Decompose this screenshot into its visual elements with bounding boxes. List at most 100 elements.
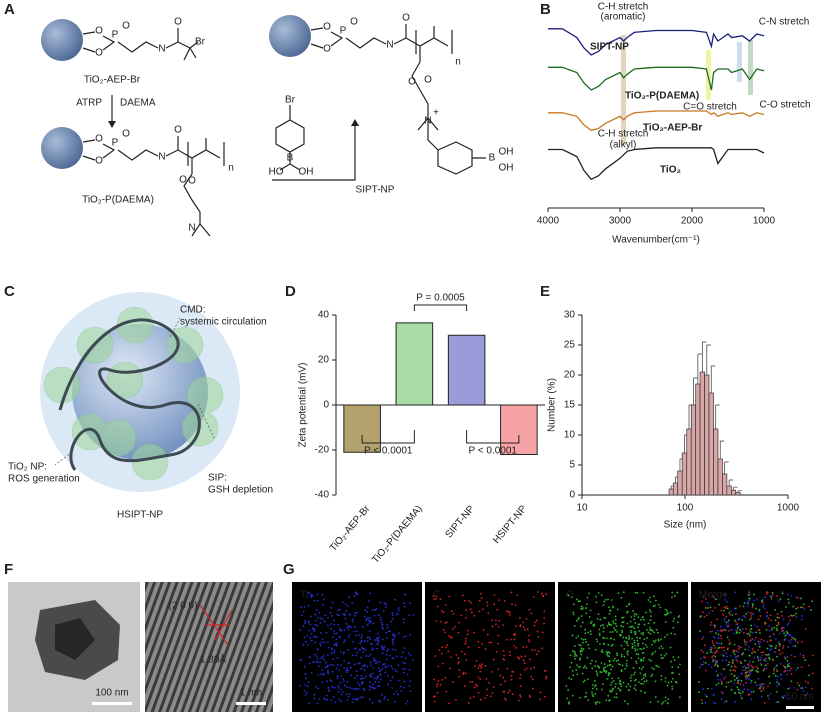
eds-dot [318, 665, 320, 668]
eds-dot [366, 606, 369, 609]
atom-label: B [287, 153, 294, 164]
eds-dot [343, 641, 345, 643]
eds-dot [720, 642, 723, 645]
eds-dot [586, 678, 589, 681]
eds-dot [356, 697, 359, 700]
eds-dot [749, 612, 752, 615]
y-axis-label: Number (%) [547, 378, 558, 432]
eds-dot [383, 602, 386, 604]
eds-dot [748, 599, 751, 601]
eds-dot [715, 650, 718, 653]
eds-dot [653, 641, 656, 644]
eds-dot [442, 629, 445, 631]
eds-dot [604, 598, 607, 601]
eds-dot [725, 685, 728, 688]
eds-dot [725, 624, 728, 627]
eds-dot [572, 613, 575, 616]
eds-dot [478, 610, 481, 613]
tem-images [8, 582, 273, 712]
panel-letter: G [283, 561, 295, 578]
eds-dot [652, 639, 655, 642]
eds-dot [627, 683, 630, 686]
eds-dot [703, 644, 706, 647]
eds-dot [580, 607, 583, 610]
eds-dot [386, 626, 389, 629]
eds-dot [600, 650, 603, 653]
eds-dot [353, 687, 356, 690]
eds-dot [304, 620, 307, 623]
eds-dot [508, 689, 511, 692]
eds-dot [636, 636, 638, 639]
eds-dot [346, 698, 349, 701]
eds-dot [609, 690, 612, 693]
eds-dot [800, 606, 802, 609]
eds-dot [768, 675, 771, 678]
eds-dot [473, 665, 476, 668]
eds-dot [497, 642, 499, 645]
eds-dot [394, 634, 397, 637]
eds-dot [634, 644, 636, 647]
atom-label: + [433, 108, 439, 119]
eds-dot [351, 687, 354, 690]
eds-dot [344, 603, 347, 606]
eds-dot [801, 618, 803, 621]
eds-dot [762, 604, 765, 607]
eds-dot [369, 661, 372, 664]
eds-dot [312, 660, 315, 663]
eds-dot [322, 674, 325, 676]
eds-dot [361, 647, 364, 650]
eds-dot [746, 677, 749, 679]
eds-dot [775, 627, 778, 630]
histogram-bar [731, 489, 737, 496]
eds-dot [760, 664, 763, 666]
eds-dot [755, 665, 758, 668]
eds-dot [327, 624, 329, 627]
eds-dot [319, 617, 322, 620]
eds-dot [722, 649, 725, 652]
eds-dot [671, 666, 674, 669]
eds-dot [540, 592, 543, 595]
eds-dot [572, 611, 575, 614]
band-annotation: (alkyl) [610, 140, 637, 151]
eds-dot [345, 610, 348, 612]
band-annotation: C=O stretch [683, 102, 737, 113]
eds-dot [586, 603, 588, 605]
eds-dot [347, 605, 349, 608]
eds-dot [404, 657, 407, 659]
eds-dot [772, 659, 775, 662]
eds-dot [611, 631, 614, 633]
eds-dot [523, 669, 526, 671]
eds-dot [745, 666, 747, 669]
eds-dot [591, 691, 593, 694]
eds-dot [733, 653, 736, 656]
eds-dot [639, 672, 642, 675]
eds-dot [575, 669, 578, 671]
eds-dot [760, 600, 763, 603]
eds-dot [702, 651, 705, 654]
band-annotation: (aromatic) [600, 12, 645, 23]
eds-dot [614, 618, 617, 621]
eds-dot [307, 592, 310, 594]
eds-dot [602, 627, 605, 629]
eds-dot [599, 624, 602, 627]
eds-dot [335, 632, 338, 635]
eds-dot [374, 687, 376, 690]
eds-dot [651, 652, 654, 655]
eds-dot [726, 601, 729, 603]
eds-dot [477, 691, 480, 694]
eds-dot [403, 686, 405, 689]
eds-dot [653, 668, 655, 671]
eds-dot [533, 649, 536, 652]
eds-dot [356, 651, 359, 654]
eds-dot [625, 663, 628, 665]
eds-dot [733, 607, 736, 610]
eds-dot [804, 680, 807, 683]
atom-label: O [122, 21, 130, 32]
eds-dot [782, 626, 785, 629]
eds-dot [608, 652, 611, 655]
eds-dot [333, 651, 335, 654]
eds-dot [640, 682, 642, 685]
eds-dot [740, 629, 743, 632]
eds-dot [709, 606, 712, 609]
eds-dot [701, 611, 704, 614]
